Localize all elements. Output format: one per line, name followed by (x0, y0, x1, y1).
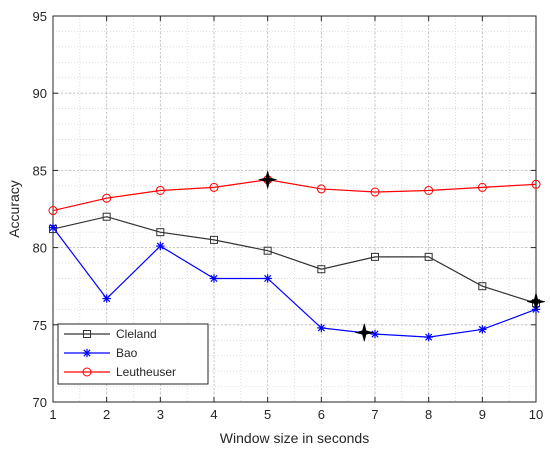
y-tick-label: 80 (33, 241, 47, 256)
legend-label-bao: Bao (116, 346, 138, 360)
data-point-cleland (371, 252, 379, 261)
highlight-star-marker (258, 170, 277, 189)
plot-frame (52, 15, 537, 403)
legend-swatch-marker-cleland (83, 330, 91, 338)
highlight-layer (258, 170, 546, 342)
data-point-bao (478, 325, 487, 334)
x-tick-label: 8 (425, 407, 432, 422)
x-tick-label: 4 (210, 407, 217, 422)
data-point-leutheuser (102, 193, 112, 203)
data-point-cleland (102, 212, 111, 221)
data-point-leutheuser (155, 185, 165, 195)
series-line-cleland (52, 216, 537, 304)
data-point-bao (156, 241, 165, 251)
data-point-cleland (424, 252, 433, 261)
highlight-star-marker (355, 323, 374, 342)
y-tick-label: 90 (33, 86, 47, 101)
y-tick-label: 75 (33, 318, 47, 333)
x-tick-label: 7 (371, 407, 378, 422)
legend-item-cleland: Cleland (64, 327, 157, 341)
y-tick-label: 70 (33, 395, 47, 410)
y-tick-label: 85 (33, 163, 47, 178)
x-tick-label: 1 (49, 407, 56, 422)
legend-swatch-marker-bao (82, 348, 92, 358)
data-point-leutheuser (316, 184, 326, 194)
data-point-bao (102, 294, 111, 303)
data-point-cleland (263, 246, 272, 255)
data-point-bao (263, 274, 272, 283)
legend: Cleland Bao Leutheuser (57, 323, 209, 385)
series-line-leutheuser (52, 179, 537, 212)
x-tick-label: 10 (529, 407, 543, 422)
x-axis-title: Window size in seconds (220, 430, 369, 446)
data-point-cleland (210, 235, 218, 244)
y-axis-title: Accuracy (6, 180, 22, 238)
legend-items: Cleland Bao Leutheuser (64, 327, 176, 379)
series-bao (48, 223, 541, 342)
highlight-star-marker (526, 292, 546, 311)
data-point-bao (209, 274, 219, 283)
x-tick-label: 5 (264, 407, 271, 422)
data-point-leutheuser (531, 179, 541, 189)
data-point-leutheuser (209, 182, 219, 192)
legend-item-leutheuser: Leutheuser (64, 365, 176, 379)
data-point-cleland (478, 282, 487, 291)
x-tick-label: 9 (479, 407, 486, 422)
data-point-leutheuser (477, 182, 487, 192)
data-point-bao (424, 332, 433, 342)
x-tick-label: 2 (103, 407, 110, 422)
x-axis-ticks: 1 2 3 4 5 6 7 8 9 10 (49, 16, 543, 422)
data-point-leutheuser (424, 185, 434, 195)
x-tick-label: 6 (318, 407, 325, 422)
data-point-leutheuser (370, 187, 380, 197)
data-point-bao (48, 223, 58, 232)
y-axis-ticks: 70 75 80 85 90 95 (33, 9, 536, 410)
data-point-cleland (317, 265, 326, 274)
legend-label-cleland: Cleland (116, 327, 157, 341)
legend-label-leutheuser: Leutheuser (116, 365, 176, 379)
legend-item-bao: Bao (64, 346, 138, 360)
series-line-bao (52, 227, 537, 338)
y-tick-label: 95 (33, 9, 47, 24)
data-point-cleland (156, 228, 165, 237)
data-point-bao (370, 329, 380, 339)
data-point-leutheuser (48, 206, 58, 216)
x-tick-label: 3 (157, 407, 164, 422)
data-point-bao (317, 323, 326, 333)
legend-swatch-marker-leutheuser (82, 367, 92, 377)
